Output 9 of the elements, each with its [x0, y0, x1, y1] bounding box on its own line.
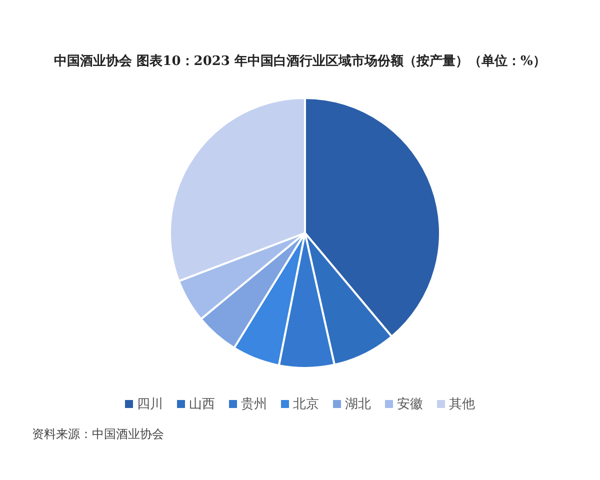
legend-label: 其他 [449, 396, 475, 413]
text: 资料来源：中国酒业协会 [32, 426, 164, 443]
legend-label: 安徽 [397, 396, 423, 413]
legend-label: 四川 [137, 396, 163, 413]
chart-title: 中国酒业协会 图表10：2023 年中国白酒行业区域市场份额（按产量）（单位：%） [53, 52, 547, 71]
legend-label: 湖北 [345, 396, 371, 413]
legend-label: 北京 [293, 396, 319, 413]
legend-label: 贵州 [241, 396, 267, 413]
legend-label: 山西 [189, 396, 215, 413]
